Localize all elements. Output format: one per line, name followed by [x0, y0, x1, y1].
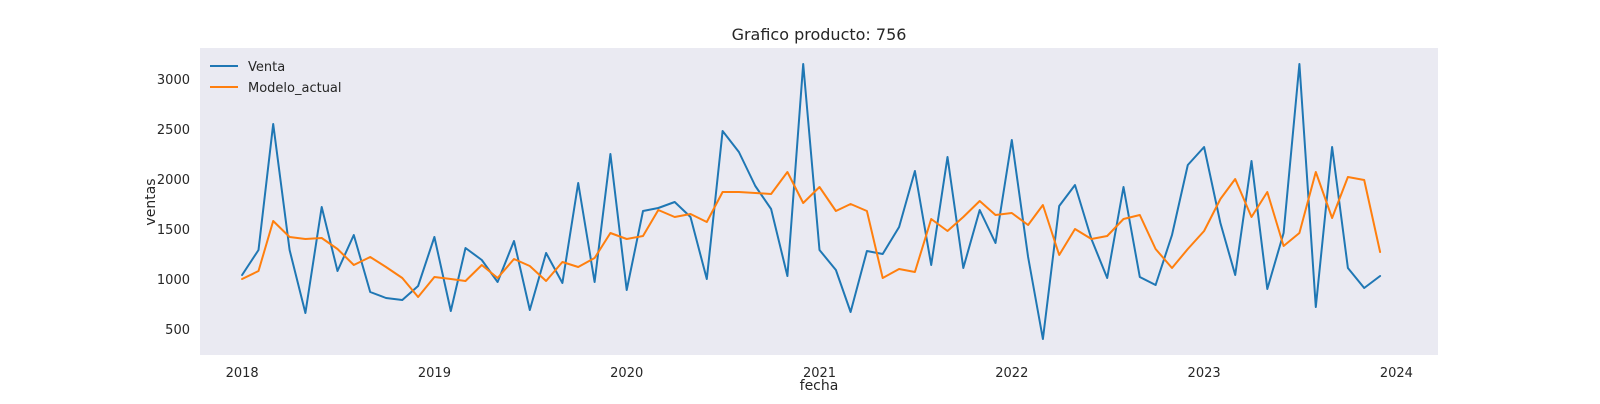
series-lines: [241, 63, 1382, 340]
x-tick-label: 2023: [1188, 366, 1221, 381]
x-axis-label: fecha: [800, 378, 839, 394]
y-tick-label: 1500: [157, 223, 190, 238]
y-tick-label: 1000: [157, 273, 190, 288]
legend-label: Modelo_actual: [248, 81, 342, 96]
x-axis-ticks: 2018 2019 2020 2021 2022 2023 2024: [226, 366, 1413, 381]
x-tick-label: 2020: [610, 366, 643, 381]
x-tick-label: 2024: [1380, 366, 1413, 381]
x-tick-label: 2021: [803, 366, 836, 381]
series-line-1: [241, 63, 1382, 340]
chart-title: Grafico producto: 756: [732, 25, 907, 44]
y-axis-ticks: 500 1000 1500 2000 2500 3000: [157, 73, 190, 338]
x-tick-label: 2022: [995, 366, 1028, 381]
y-tick-label: 500: [165, 323, 190, 338]
series-line-2: [241, 171, 1382, 298]
legend-label: Venta: [248, 60, 285, 75]
x-tick-label: 2019: [418, 366, 451, 381]
legend: Venta Modelo_actual: [210, 60, 342, 96]
x-tick-label: 2018: [226, 366, 259, 381]
plot-area-background: [200, 48, 1438, 355]
y-tick-label: 3000: [157, 73, 190, 88]
y-tick-label: 2500: [157, 123, 190, 138]
y-axis-label: ventas: [143, 178, 159, 225]
y-tick-label: 2000: [157, 173, 190, 188]
